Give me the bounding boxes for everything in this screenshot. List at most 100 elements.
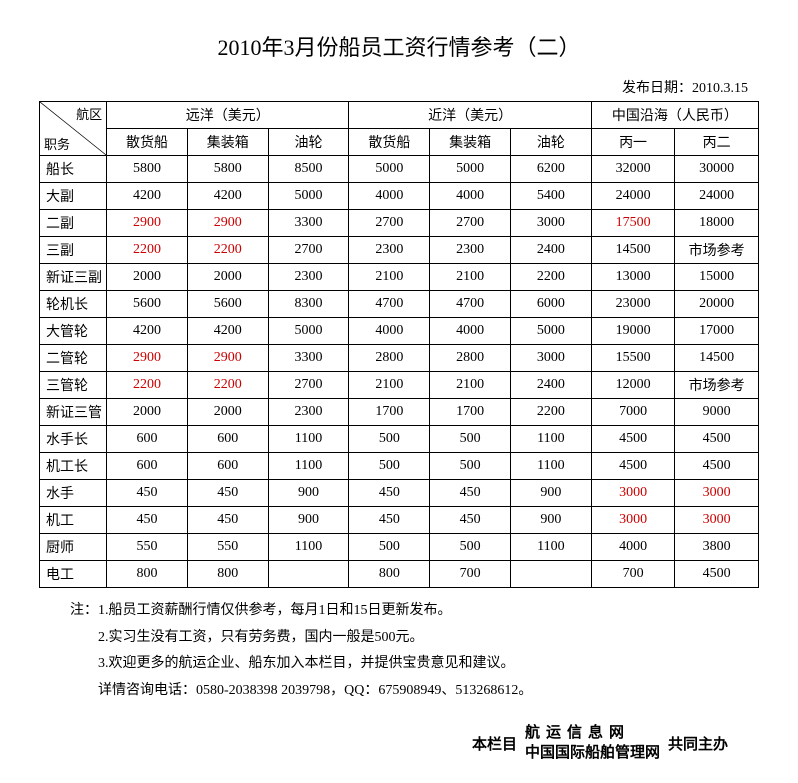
data-cell: 1700 <box>349 399 430 426</box>
data-cell: 700 <box>430 561 511 588</box>
footer-left: 本栏目 <box>472 733 517 754</box>
row-label: 二管轮 <box>40 345 107 372</box>
data-cell: 2100 <box>430 264 511 291</box>
row-label: 新证三管 <box>40 399 107 426</box>
table-row: 机工长6006001100500500110045004500 <box>40 453 759 480</box>
data-cell: 1100 <box>268 426 349 453</box>
data-cell: 2900 <box>187 345 268 372</box>
data-cell: 3000 <box>591 507 675 534</box>
data-cell: 17000 <box>675 318 759 345</box>
data-cell: 30000 <box>675 156 759 183</box>
data-cell: 5800 <box>107 156 188 183</box>
data-cell: 1100 <box>268 534 349 561</box>
data-cell <box>511 561 592 588</box>
corner-header: 航区 职务 <box>40 102 107 156</box>
data-cell: 2200 <box>107 372 188 399</box>
data-cell: 市场参考 <box>675 372 759 399</box>
data-cell: 2800 <box>430 345 511 372</box>
data-cell: 15500 <box>591 345 675 372</box>
data-cell: 市场参考 <box>675 237 759 264</box>
data-cell: 900 <box>511 480 592 507</box>
table-row: 大副4200420050004000400054002400024000 <box>40 183 759 210</box>
row-label: 电工 <box>40 561 107 588</box>
data-cell: 4500 <box>591 453 675 480</box>
table-row: 三管轮22002200270021002100240012000市场参考 <box>40 372 759 399</box>
publish-date: 发布日期：2010.3.15 <box>30 77 768 97</box>
data-cell: 900 <box>268 507 349 534</box>
data-cell: 2200 <box>187 237 268 264</box>
data-cell: 2800 <box>349 345 430 372</box>
table-row: 电工8008008007007004500 <box>40 561 759 588</box>
data-cell: 1100 <box>511 453 592 480</box>
data-cell: 2700 <box>430 210 511 237</box>
data-cell: 5800 <box>187 156 268 183</box>
salary-table: 航区 职务 远洋（美元） 近洋（美元） 中国沿海（人民币） 散货船集装箱油轮散货… <box>39 101 759 588</box>
data-cell: 2700 <box>268 237 349 264</box>
note-line: 2.实习生没有工资，只有劳务费，国内一般是500元。 <box>70 625 768 652</box>
data-cell: 2200 <box>511 399 592 426</box>
data-cell: 500 <box>430 426 511 453</box>
footer-right: 共同主办 <box>668 733 728 754</box>
data-cell: 3300 <box>268 345 349 372</box>
footer-mid: 航运信息网 中国国际船舶管理网 <box>525 724 660 763</box>
data-cell: 500 <box>349 426 430 453</box>
data-cell: 4500 <box>675 453 759 480</box>
col-header: 油轮 <box>268 129 349 156</box>
data-cell: 18000 <box>675 210 759 237</box>
col-header: 散货船 <box>349 129 430 156</box>
data-cell: 450 <box>430 507 511 534</box>
data-cell: 1100 <box>511 534 592 561</box>
row-label: 水手 <box>40 480 107 507</box>
note-line: 详情咨询电话：0580-2038398 2039798，QQ：675908949… <box>70 678 768 705</box>
data-cell: 3300 <box>268 210 349 237</box>
data-cell: 2200 <box>107 237 188 264</box>
footer-line2: 中国国际船舶管理网 <box>525 744 660 764</box>
col-header: 集装箱 <box>430 129 511 156</box>
group-header-coast: 中国沿海（人民币） <box>591 102 758 129</box>
data-cell: 19000 <box>591 318 675 345</box>
data-cell: 800 <box>349 561 430 588</box>
data-cell: 450 <box>349 480 430 507</box>
header-row-2: 散货船集装箱油轮散货船集装箱油轮丙一丙二 <box>40 129 759 156</box>
data-cell: 8300 <box>268 291 349 318</box>
row-label: 三管轮 <box>40 372 107 399</box>
data-cell: 4000 <box>349 183 430 210</box>
col-header: 丙二 <box>675 129 759 156</box>
col-header: 丙一 <box>591 129 675 156</box>
data-cell: 550 <box>187 534 268 561</box>
data-cell: 2000 <box>187 264 268 291</box>
data-cell: 450 <box>187 480 268 507</box>
table-row: 二管轮2900290033002800280030001550014500 <box>40 345 759 372</box>
data-cell: 2300 <box>268 399 349 426</box>
data-cell: 500 <box>349 453 430 480</box>
data-cell: 2200 <box>511 264 592 291</box>
data-cell: 2100 <box>349 372 430 399</box>
table-row: 大管轮4200420050004000400050001900017000 <box>40 318 759 345</box>
data-cell: 4500 <box>675 426 759 453</box>
data-cell: 14500 <box>591 237 675 264</box>
table-row: 厨师5505501100500500110040003800 <box>40 534 759 561</box>
data-cell: 3000 <box>511 210 592 237</box>
data-cell: 6200 <box>511 156 592 183</box>
data-cell: 500 <box>430 453 511 480</box>
row-label: 机工长 <box>40 453 107 480</box>
data-cell: 3000 <box>591 480 675 507</box>
data-cell: 7000 <box>591 399 675 426</box>
data-cell: 2300 <box>349 237 430 264</box>
data-cell: 2400 <box>511 237 592 264</box>
data-cell: 600 <box>107 426 188 453</box>
data-cell: 3000 <box>511 345 592 372</box>
row-label: 厨师 <box>40 534 107 561</box>
group-header-near: 近洋（美元） <box>349 102 591 129</box>
footer: 本栏目 航运信息网 中国国际船舶管理网 共同主办 <box>30 724 768 763</box>
corner-top-label: 航区 <box>76 104 102 123</box>
data-cell: 2000 <box>107 399 188 426</box>
data-cell <box>268 561 349 588</box>
data-cell: 2000 <box>107 264 188 291</box>
table-row: 水手45045090045045090030003000 <box>40 480 759 507</box>
header-row-1: 航区 职务 远洋（美元） 近洋（美元） 中国沿海（人民币） <box>40 102 759 129</box>
table-row: 船长5800580085005000500062003200030000 <box>40 156 759 183</box>
row-label: 大管轮 <box>40 318 107 345</box>
corner-bottom-label: 职务 <box>44 134 70 153</box>
data-cell: 2300 <box>430 237 511 264</box>
